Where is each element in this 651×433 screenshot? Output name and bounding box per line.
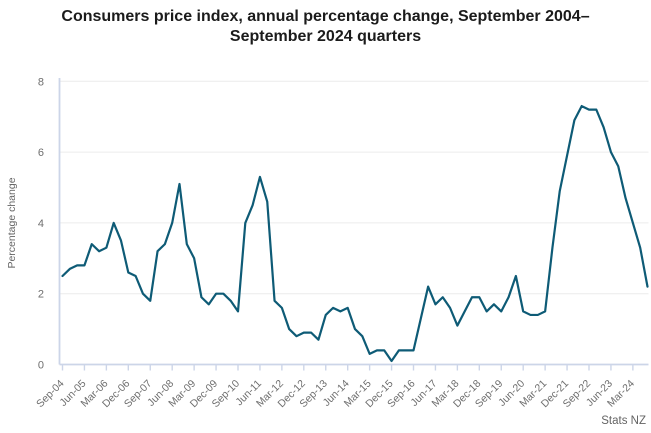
y-axis-title: Percentage change xyxy=(6,177,18,268)
y-tick-label: 6 xyxy=(38,147,44,159)
y-tick-label: 2 xyxy=(38,289,44,301)
y-tick-label: 8 xyxy=(38,76,44,88)
chart-title: Consumers price index, annual percentage… xyxy=(61,8,590,45)
plot-layer: 02468Sep-04Jun-05Mar-06Dec-06Sep-07Jun-0… xyxy=(34,76,649,410)
y-tick-label: 0 xyxy=(38,360,44,372)
source-credit: Stats NZ xyxy=(601,415,646,427)
y-tick-label: 4 xyxy=(38,218,44,230)
cpi-series-line xyxy=(61,104,649,363)
